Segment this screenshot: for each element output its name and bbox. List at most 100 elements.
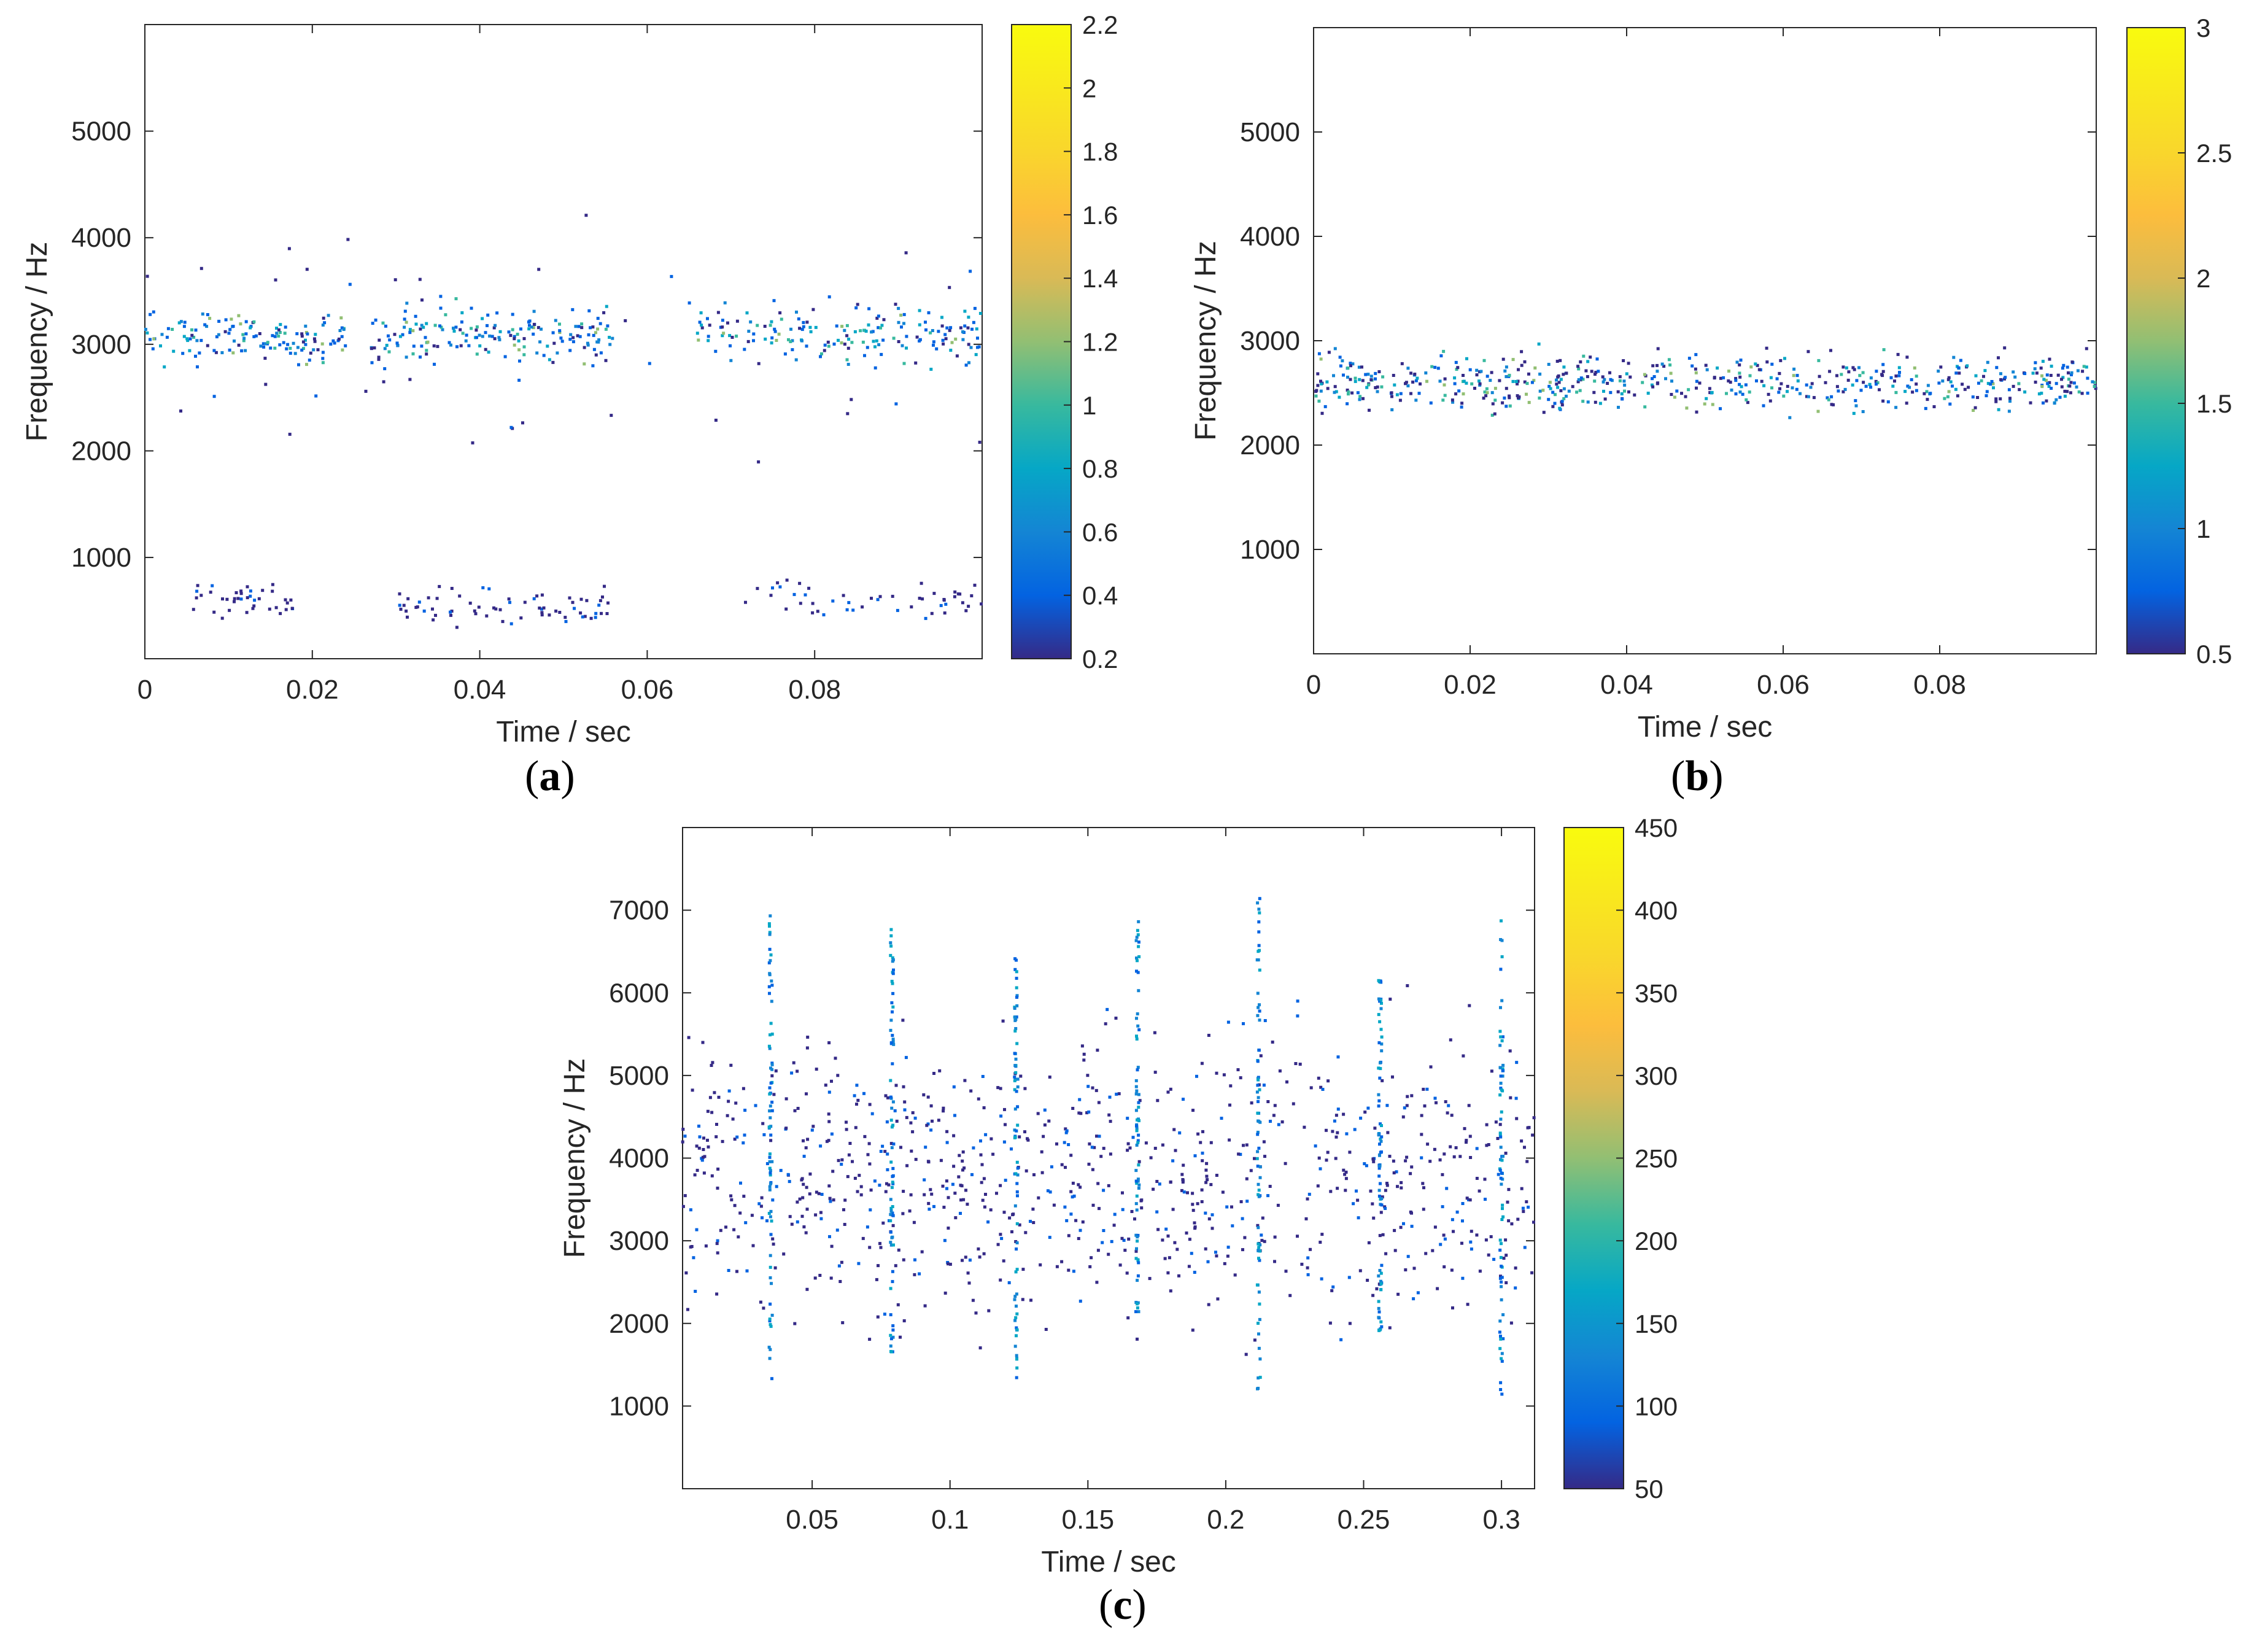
data-point (703, 1155, 707, 1158)
data-point (889, 944, 893, 948)
data-point (1190, 1252, 1193, 1255)
data-point (546, 344, 549, 348)
data-point (1858, 374, 1862, 378)
data-point (215, 335, 219, 339)
data-point (1257, 944, 1261, 947)
data-point (767, 1212, 771, 1215)
data-point (1137, 1187, 1140, 1190)
data-point (1532, 1116, 1536, 1120)
data-point (1500, 1242, 1503, 1246)
data-point (721, 319, 724, 322)
data-point (1862, 381, 1865, 384)
data-point (1589, 355, 1592, 359)
data-point (1436, 1287, 1439, 1290)
data-point (1346, 402, 1349, 406)
data-point (1500, 955, 1504, 958)
data-point (403, 309, 407, 313)
data-point (889, 1028, 893, 1032)
data-point (1081, 1220, 1085, 1223)
data-point (1377, 979, 1381, 982)
data-point (302, 347, 305, 351)
data-point (1946, 378, 1950, 381)
data-point (1104, 1022, 1107, 1026)
data-point (1622, 379, 1626, 383)
data-point (827, 1090, 831, 1094)
data-point (1263, 1155, 1266, 1158)
data-point (714, 349, 718, 353)
data-point (1379, 1320, 1383, 1324)
data-point (295, 332, 299, 336)
data-point (1559, 378, 1563, 381)
data-point (535, 351, 539, 355)
data-point (1369, 374, 1373, 378)
data-point (795, 310, 798, 314)
data-point (1695, 386, 1698, 390)
data-point (475, 336, 478, 339)
data-point (1625, 372, 1628, 376)
data-point (1258, 1009, 1261, 1013)
data-point (1256, 1060, 1260, 1063)
data-point (1380, 1049, 1384, 1053)
data-point (1498, 1131, 1502, 1135)
data-point (942, 342, 945, 346)
data-point (1443, 1237, 1447, 1241)
y-tick-label: 7000 (609, 896, 669, 926)
data-point (1500, 1357, 1503, 1360)
data-point (558, 329, 562, 333)
data-point (763, 325, 767, 328)
data-point (918, 309, 921, 312)
data-point (1257, 930, 1261, 934)
data-point (1182, 1098, 1185, 1101)
data-point (768, 1152, 772, 1156)
data-point (467, 344, 471, 347)
data-point (160, 333, 164, 336)
data-point (1786, 384, 1789, 388)
data-point (1770, 362, 1774, 366)
data-point (1137, 1310, 1140, 1314)
data-point (1971, 395, 1975, 399)
data-point (412, 344, 416, 348)
data-point (1525, 1200, 1528, 1204)
data-point (868, 1162, 872, 1166)
data-point (196, 365, 199, 369)
data-point (760, 1196, 764, 1200)
data-point (1473, 387, 1476, 390)
data-point (1379, 1282, 1383, 1286)
data-point (408, 378, 412, 381)
data-point (274, 606, 278, 610)
data-point (726, 1114, 729, 1117)
data-point (1133, 1217, 1136, 1221)
data-point (1484, 1238, 1488, 1242)
data-point (1210, 1227, 1214, 1230)
data-point (371, 322, 374, 325)
data-point (1999, 397, 2002, 401)
data-point (1091, 1086, 1094, 1090)
data-point (885, 1182, 888, 1185)
data-point (1390, 395, 1393, 398)
data-point (269, 346, 273, 350)
data-point (953, 595, 956, 599)
x-axis-label: Time / sec (496, 716, 631, 748)
data-point (1346, 375, 1349, 379)
data-point (958, 1154, 961, 1157)
data-point (757, 1202, 761, 1206)
data-point (870, 597, 873, 600)
data-point (792, 592, 796, 596)
data-point (1280, 1120, 1284, 1123)
data-point (263, 357, 267, 360)
data-point (891, 1040, 895, 1044)
data-point (608, 336, 611, 339)
data-point (1779, 359, 1783, 362)
data-point (902, 1258, 905, 1262)
data-point (1467, 1198, 1470, 1201)
y-axis-label: Frequency / Hz (1190, 241, 1222, 440)
data-point (1002, 1140, 1006, 1144)
data-point (2039, 366, 2043, 370)
data-point (961, 601, 964, 605)
data-point (563, 616, 567, 619)
data-point (773, 327, 776, 331)
data-point (999, 1087, 1002, 1090)
data-point (583, 362, 586, 366)
data-point (1398, 398, 1402, 402)
data-point (1317, 352, 1321, 355)
